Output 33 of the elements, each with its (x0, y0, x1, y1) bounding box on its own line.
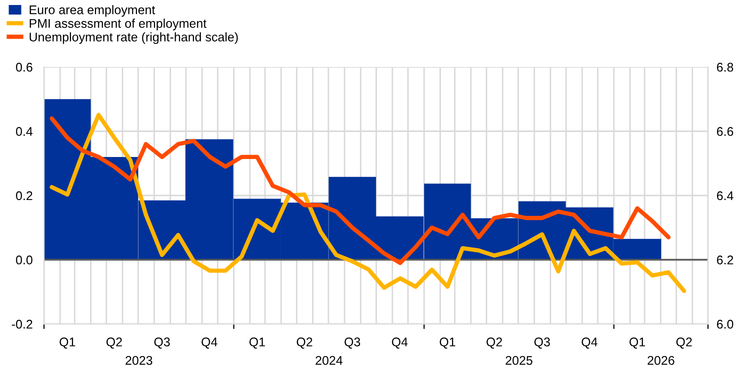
legend-label: Unemployment rate (right-hand scale) (30, 32, 238, 44)
y2-tick-label: 6.6 (716, 127, 734, 136)
y-tick-label: 0.6 (16, 62, 32, 72)
x-tick-label: Q1 (630, 338, 646, 349)
text: 2025 (506, 356, 532, 365)
text: 2023 (126, 356, 152, 365)
y2-tick-label: 6.8 (716, 62, 734, 72)
legend-label: Euro area employment (30, 5, 156, 17)
text: 2026 (648, 356, 674, 365)
x-tick-label: Q2 (486, 338, 502, 349)
x-tick-label: Q1 (440, 338, 456, 349)
y-tick-label: 0.4 (16, 127, 33, 136)
y-tick-label: 0.2 (16, 191, 32, 200)
x-tick-label: Q1 (249, 338, 265, 349)
y2-tick-label: 6.0 (716, 320, 734, 329)
line-series (50, 116, 671, 266)
x-tick-label: Q3 (534, 338, 550, 349)
x-tick-label: Q4 (202, 338, 218, 349)
x-tick-label: Q1 (60, 338, 76, 349)
x-tick-label: Q2 (676, 338, 692, 349)
y2-tick-label: 6.4 (716, 191, 734, 200)
y-tick-label: -0.2 (12, 320, 32, 329)
text: 2024 (316, 356, 342, 365)
x-tick-label: Q3 (344, 338, 360, 349)
line-series (50, 112, 686, 293)
legend-label: PMI assessment of employment (30, 18, 206, 30)
x-tick-label: Q4 (582, 338, 598, 349)
x-tick-label: Q4 (392, 338, 408, 349)
y2-tick-label: 6.2 (716, 256, 734, 264)
x-tick-label: Q2 (106, 338, 122, 349)
x-tick-label: Q2 (296, 338, 312, 349)
y-tick-label: 0.0 (16, 256, 32, 264)
x-tick-label: Q3 (154, 338, 170, 349)
